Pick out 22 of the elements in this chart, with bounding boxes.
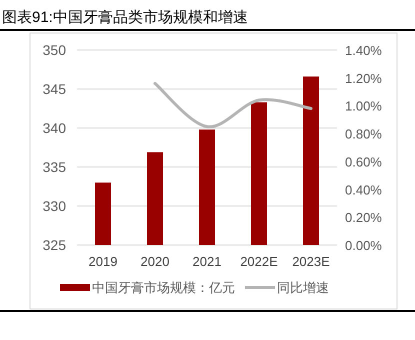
y2-tick-label: 0.60% — [345, 154, 382, 170]
x-tick-label: 2023E — [292, 254, 330, 269]
y2-tick-label: 0.00% — [345, 238, 382, 253]
legend-label: 同比增速 — [277, 280, 329, 295]
x-tick-label: 2019 — [88, 254, 118, 269]
x-tick-label: 2022E — [240, 254, 278, 269]
y2-tick-label: 0.40% — [345, 182, 382, 198]
y-tick-label: 325 — [42, 237, 66, 253]
y-tick-label: 335 — [42, 159, 66, 175]
y-tick-label: 350 — [42, 42, 66, 58]
x-tick-label: 2021 — [192, 254, 222, 269]
y2-tick-label: 0.80% — [345, 126, 382, 142]
y2-tick-label: 1.00% — [345, 98, 382, 114]
title: 图表91:中国牙膏品类市场规模和增速 — [2, 9, 248, 26]
y2-tick-label: 1.20% — [345, 70, 382, 86]
y2-tick-label: 0.20% — [345, 210, 382, 226]
x-tick-label: 2020 — [140, 254, 170, 269]
y-tick-label: 345 — [42, 81, 66, 97]
y-tick-label: 330 — [42, 198, 66, 214]
y-tick-label: 340 — [42, 120, 66, 136]
y2-tick-label: 1.40% — [345, 43, 382, 58]
legend-label: 中国牙膏市场规模：亿元 — [92, 280, 235, 295]
